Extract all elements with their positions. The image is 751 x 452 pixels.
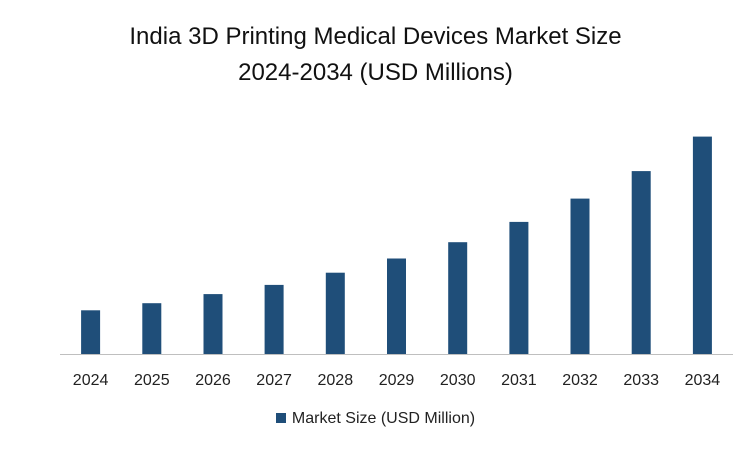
x-tick-label-2026: 2026 bbox=[195, 372, 231, 389]
x-tick-label-2029: 2029 bbox=[379, 372, 415, 389]
legend-swatch bbox=[275, 413, 286, 423]
x-tick-label-2025: 2025 bbox=[134, 372, 170, 389]
bar-2034 bbox=[692, 136, 712, 354]
x-tick-label-2027: 2027 bbox=[256, 372, 292, 389]
bar-2033 bbox=[631, 171, 651, 354]
bar-2031 bbox=[509, 221, 529, 354]
x-tick-label-2030: 2030 bbox=[440, 372, 476, 389]
x-tick-label-2028: 2028 bbox=[318, 372, 354, 389]
bar-2025 bbox=[142, 303, 162, 354]
bar-2024 bbox=[81, 310, 101, 354]
x-tick-label-2033: 2033 bbox=[623, 372, 659, 389]
legend-label: Market Size (USD Million) bbox=[291, 410, 476, 427]
chart-title-line-2: 2024-2034 (USD Millions) bbox=[238, 59, 513, 86]
bar-2030 bbox=[448, 242, 468, 354]
bar-2029 bbox=[387, 258, 406, 354]
x-tick-label-2034: 2034 bbox=[685, 372, 721, 389]
x-tick-label-2031: 2031 bbox=[501, 372, 537, 389]
x-tick-label-2024: 2024 bbox=[73, 372, 109, 389]
chart-title-line-1: India 3D Printing Medical Devices Market… bbox=[129, 23, 622, 50]
legend: Market Size (USD Million) bbox=[0, 410, 751, 428]
bars-group bbox=[81, 136, 712, 354]
x-tick-labels: 2024 2025 2026 2027 2028 2029 2030 2031 2032 2033… bbox=[73, 372, 720, 389]
bar-2028 bbox=[325, 272, 345, 354]
x-tick-label-2032: 2032 bbox=[562, 372, 598, 389]
bar-2026 bbox=[203, 294, 223, 354]
bar-2027 bbox=[264, 284, 284, 354]
bar-2032 bbox=[570, 198, 590, 354]
